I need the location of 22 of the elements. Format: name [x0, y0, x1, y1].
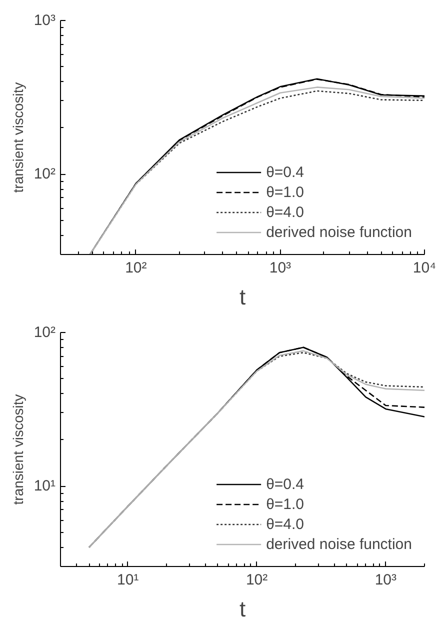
legend-label: θ=1.0 [266, 495, 304, 513]
y-tick-label: 10¹ [34, 478, 56, 495]
legend-label: θ=0.4 [266, 475, 304, 493]
x-tick-label: 10³ [269, 260, 292, 276]
legend-label: θ=4.0 [266, 515, 304, 533]
y-tick-label: 10² [34, 324, 56, 341]
x-tick-label: 10² [125, 260, 147, 276]
y-tick-label: 10³ [34, 12, 56, 29]
x-tick-label: 10¹ [117, 572, 139, 588]
legend-label: θ=1.0 [266, 183, 304, 201]
y-axis-title: transient viscosity [10, 394, 26, 505]
x-tick-label: 10³ [374, 572, 397, 588]
y-axis-title: transient viscosity [10, 82, 26, 193]
x-axis-title: t [239, 284, 246, 310]
legend-label: derived noise function [266, 535, 412, 553]
y-tick-label: 10² [34, 166, 56, 183]
x-tick-label: 10⁴ [412, 260, 436, 276]
legend-label: derived noise function [266, 223, 412, 241]
x-axis-title: t [239, 596, 246, 622]
legend-label: θ=0.4 [266, 163, 304, 181]
legend-label: θ=4.0 [266, 203, 304, 221]
x-tick-label: 10² [246, 572, 268, 588]
